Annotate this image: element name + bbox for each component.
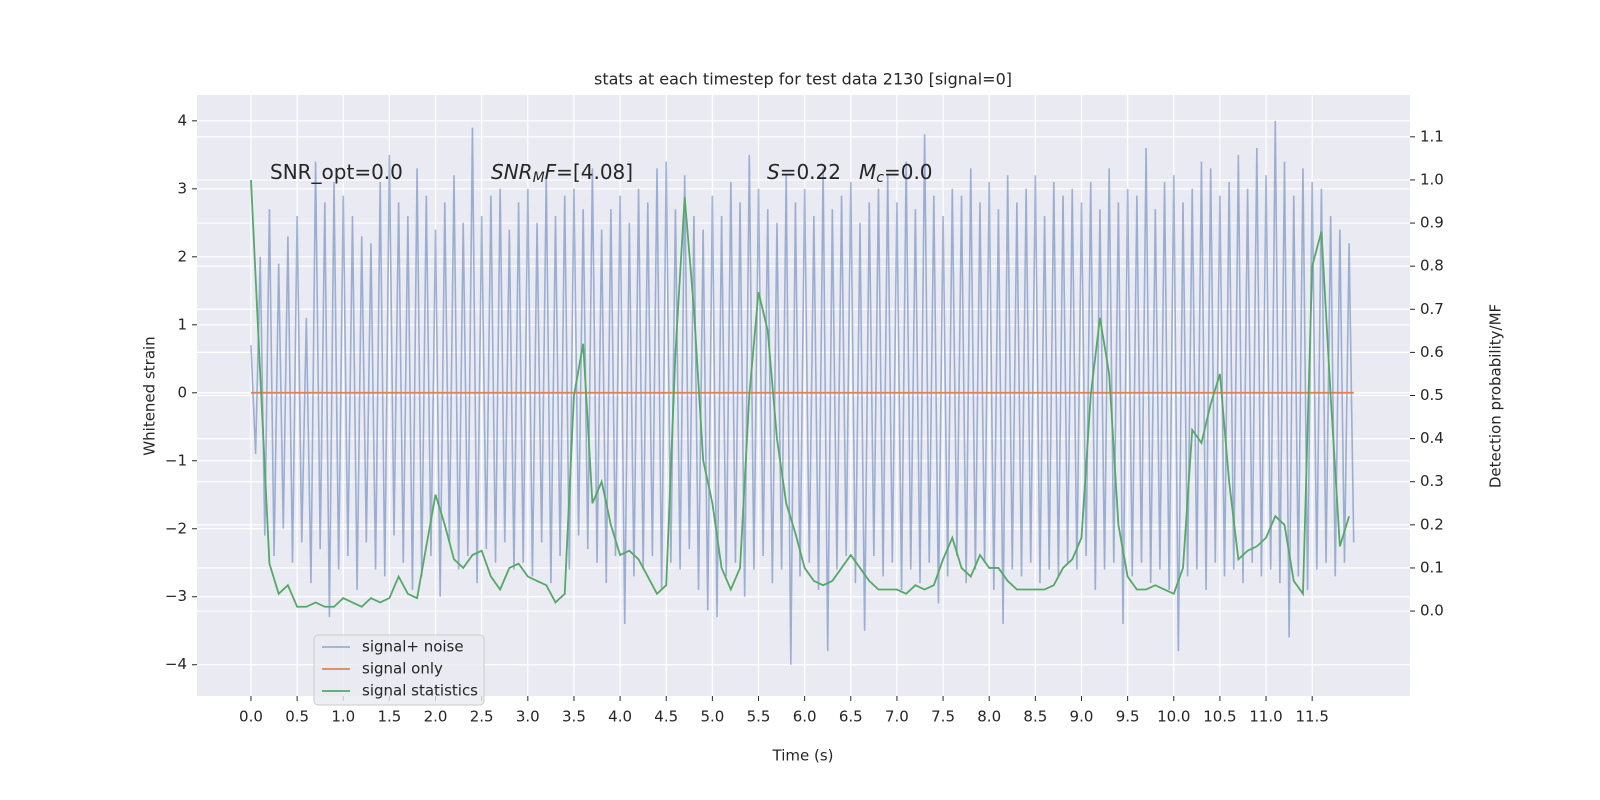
y-tick-label: 1 (177, 315, 187, 333)
annotation-part: M (533, 170, 545, 186)
y2-tick-label: 0.5 (1420, 386, 1444, 404)
y-tick-label: 2 (177, 247, 187, 265)
x-tick-label: 5.5 (747, 708, 771, 726)
y2-tick-label: 1.0 (1420, 170, 1444, 188)
y-tick-label: −2 (165, 519, 187, 537)
x-axis-label: Time (s) (772, 747, 834, 765)
x-tick-label: 11.5 (1295, 708, 1328, 726)
y2-tick-label: 0.8 (1420, 257, 1444, 275)
x-tick-label: 5.0 (700, 708, 724, 726)
series-line (250, 179, 1350, 608)
annotation-part: =0.0 (884, 160, 933, 184)
y-tick-label: −1 (165, 451, 187, 469)
x-tick-label: 3.5 (562, 708, 586, 726)
annotation: S=0.22 (767, 160, 841, 184)
y2-tick-label: 0.3 (1420, 472, 1444, 490)
annotation-part: SNR (491, 160, 533, 184)
y2-tick-label: 0.0 (1420, 602, 1444, 620)
x-tick-label: 6.5 (839, 708, 863, 726)
x-tick-label: 0.5 (285, 708, 309, 726)
legend-box (313, 634, 485, 706)
x-tick-label: 1.5 (377, 708, 401, 726)
chart-title: stats at each timestep for test data 213… (594, 70, 1012, 89)
x-tick-label: 4.5 (654, 708, 678, 726)
y-tick-label: 4 (177, 111, 187, 129)
x-tick-label: 6.0 (793, 708, 817, 726)
x-tick-label: 1.0 (331, 708, 355, 726)
x-tick-label: 7.0 (885, 708, 909, 726)
x-tick-label: 2.5 (470, 708, 494, 726)
x-tick-label: 11.0 (1249, 708, 1282, 726)
x-tick-label: 0.0 (239, 708, 263, 726)
annotation-part: c (876, 170, 884, 186)
y-tick-label: −3 (165, 587, 187, 605)
annotation-part: SNR_opt=0.0 (270, 160, 403, 184)
y2-tick-label: 0.1 (1420, 558, 1444, 576)
grid (197, 95, 1410, 696)
annotation-part: S (767, 160, 780, 184)
y2-tick-label: 0.2 (1420, 515, 1444, 533)
x-tick-label: 4.0 (608, 708, 632, 726)
legend-label: signal statistics (362, 682, 478, 700)
y2-axis-label: Detection probability/MF (1487, 304, 1505, 488)
y2-tick-label: 0.9 (1420, 214, 1444, 232)
legend-label: signal+ noise (362, 638, 464, 656)
x-tick-label: 8.5 (1023, 708, 1047, 726)
annotation-part: M (859, 160, 876, 184)
annotation: SNRMF=[4.08] (491, 160, 633, 187)
annotation: SNR_opt=0.0 (270, 160, 403, 184)
x-tick-label: 10.5 (1203, 708, 1236, 726)
y-axis-label: Whitened strain (141, 336, 159, 455)
y2-tick-label: 1.1 (1420, 127, 1444, 145)
x-tick-label: 9.5 (1116, 708, 1140, 726)
y-tick-label: 0 (177, 383, 187, 401)
y-tick-label: −4 (165, 655, 187, 673)
legend-label: signal only (362, 660, 443, 678)
x-tick-label: 9.0 (1070, 708, 1094, 726)
y2-tick-label: 0.4 (1420, 429, 1444, 447)
annotation-part: =0.22 (780, 160, 841, 184)
y2-tick-label: 0.6 (1420, 343, 1444, 361)
y2-tick-label: 0.7 (1420, 300, 1444, 318)
x-tick-label: 2.0 (424, 708, 448, 726)
x-tick-label: 8.0 (977, 708, 1001, 726)
x-tick-label: 7.5 (931, 708, 955, 726)
x-tick-label: 10.0 (1157, 708, 1190, 726)
annotation-part: F (545, 160, 557, 184)
series-line (250, 120, 1355, 665)
x-tick-label: 3.0 (516, 708, 540, 726)
annotation: Mc=0.0 (859, 160, 933, 187)
y-tick-label: 3 (177, 179, 187, 197)
annotation-part: =[4.08] (556, 160, 633, 184)
